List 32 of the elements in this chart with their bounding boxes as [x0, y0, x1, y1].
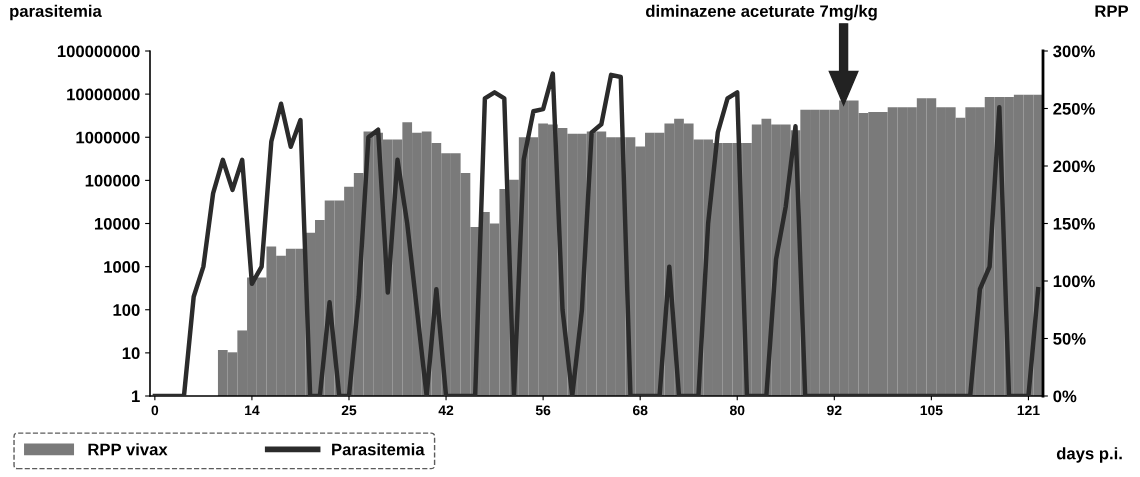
x-tick-label: 0	[151, 405, 159, 416]
y-tick-label: 10	[122, 347, 140, 360]
x-tick-label: 92	[827, 405, 842, 416]
y-tick-label: 10000	[94, 217, 140, 230]
x-tick-label: 56	[535, 405, 551, 416]
y2-tick-label: 200%	[1053, 160, 1095, 173]
y-tick-label: 100	[113, 304, 140, 316]
x-tick-label: 14	[245, 405, 260, 416]
x-axis-title: days p.i.	[1056, 447, 1122, 463]
y-tick-label: 100000000	[57, 45, 140, 58]
legend-label: Parasitemia	[332, 443, 425, 456]
x-tick-label: 25	[341, 405, 357, 416]
y-axis-title: parasitemia	[10, 4, 102, 21]
y-tick-label: 1	[132, 390, 140, 403]
x-tick-label: 42	[438, 405, 454, 416]
x-tick-label: 105	[920, 405, 943, 416]
x-tick-label: 68	[632, 405, 648, 416]
x-tick-label: 80	[729, 405, 745, 416]
y2-tick-label: 150%	[1053, 217, 1095, 230]
y-tick-label: 10000000	[67, 88, 140, 101]
text: diminazene aceturate 7mg/kg	[646, 4, 877, 21]
y-tick-label: 1000	[104, 261, 140, 273]
y-tick-label: 1000000	[76, 131, 140, 144]
y2-axis-title: RPP	[1095, 5, 1129, 17]
y2-tick-label: 100%	[1053, 275, 1095, 288]
y2-tick-label: 300%	[1053, 45, 1095, 58]
legend-label: RPP vivax	[88, 443, 168, 456]
y-tick-label: 100000	[85, 174, 140, 187]
x-tick-label: 121	[1017, 405, 1040, 416]
y2-tick-label: 50%	[1053, 332, 1086, 345]
y2-tick-label: 0%	[1053, 390, 1077, 403]
y2-tick-label: 250%	[1053, 102, 1095, 115]
